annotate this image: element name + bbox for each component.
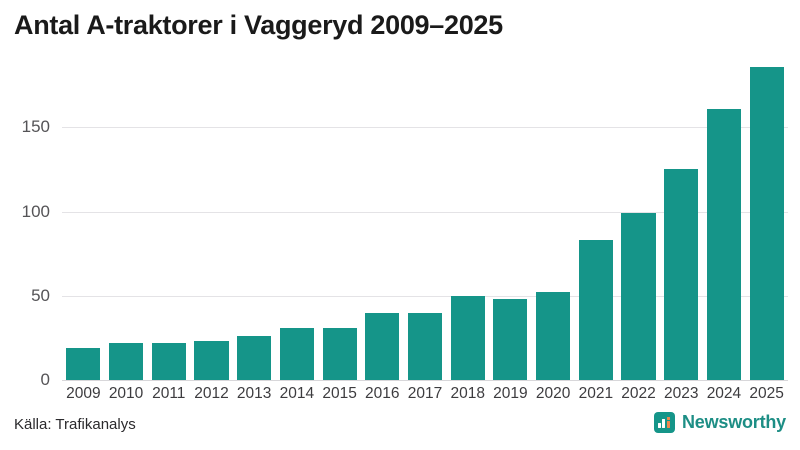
- bar: [536, 292, 571, 380]
- bar-chart-icon: [653, 412, 675, 433]
- x-tick-label: 2014: [279, 385, 315, 402]
- bar-column: [66, 60, 101, 380]
- bar-column: [322, 60, 357, 380]
- bar-column: [407, 60, 443, 380]
- bar: [578, 240, 613, 380]
- bar-column: [151, 60, 186, 380]
- y-tick-label: 0: [40, 370, 50, 389]
- bar-column: [536, 60, 571, 380]
- y-tick-label: 50: [31, 285, 50, 305]
- bar-column: [237, 60, 272, 380]
- x-tick-label: 2023: [663, 385, 699, 402]
- x-tick-label: 2016: [365, 385, 400, 402]
- x-tick-label: 2021: [578, 385, 614, 402]
- source-note: Källa: Trafikanalys: [14, 416, 136, 433]
- bar: [279, 327, 314, 380]
- x-tick-label: 2025: [749, 385, 784, 402]
- bar: [66, 348, 101, 380]
- chart-title: Antal A-traktorer i Vaggeryd 2009–2025: [14, 10, 503, 40]
- brand-logo: Newsworthy: [653, 412, 786, 433]
- bar-column: [578, 60, 613, 380]
- chart-footer: Källa: Trafikanalys Newsworthy: [0, 408, 800, 450]
- bar: [151, 342, 186, 380]
- bar: [365, 312, 400, 380]
- bar-column: [706, 60, 741, 380]
- bar-series: [62, 60, 788, 380]
- bar: [706, 108, 741, 380]
- bar-column: [194, 60, 229, 380]
- y-tick-label: 150: [21, 117, 50, 137]
- bar: [322, 327, 357, 380]
- x-tick-label: 2022: [621, 385, 656, 402]
- x-tick-label: 2019: [493, 385, 528, 402]
- x-tick-label: 2011: [152, 385, 186, 402]
- bar: [450, 295, 485, 380]
- x-tick-label: 2018: [450, 385, 485, 402]
- brand-name: Newsworthy: [681, 412, 786, 432]
- x-tick-label: 2017: [407, 385, 443, 402]
- bar: [108, 342, 144, 380]
- bar-column: [493, 60, 528, 380]
- bar-column: [664, 60, 699, 380]
- plot-area: [62, 60, 788, 381]
- bar: [407, 312, 443, 380]
- x-tick-label: 2013: [236, 385, 272, 402]
- bar: [237, 336, 272, 380]
- bar-column: [749, 60, 784, 380]
- x-tick-label: 2009: [66, 385, 101, 402]
- bar-column: [365, 60, 400, 380]
- x-tick-label: 2015: [322, 385, 357, 402]
- x-tick-label: 2024: [706, 385, 742, 402]
- bar: [493, 299, 528, 380]
- bar: [749, 66, 784, 380]
- x-tick-label: 2010: [108, 385, 144, 402]
- bar-column: [621, 60, 656, 380]
- gridline: [62, 380, 788, 381]
- bar: [621, 213, 656, 380]
- bar-column: [279, 60, 314, 380]
- x-tick-label: 2012: [194, 385, 229, 402]
- bar-column: [450, 60, 485, 380]
- bar-column: [108, 60, 144, 380]
- bar: [664, 169, 699, 380]
- y-tick-label: 100: [21, 201, 50, 221]
- x-tick-label: 2020: [535, 385, 571, 402]
- bar: [194, 341, 229, 380]
